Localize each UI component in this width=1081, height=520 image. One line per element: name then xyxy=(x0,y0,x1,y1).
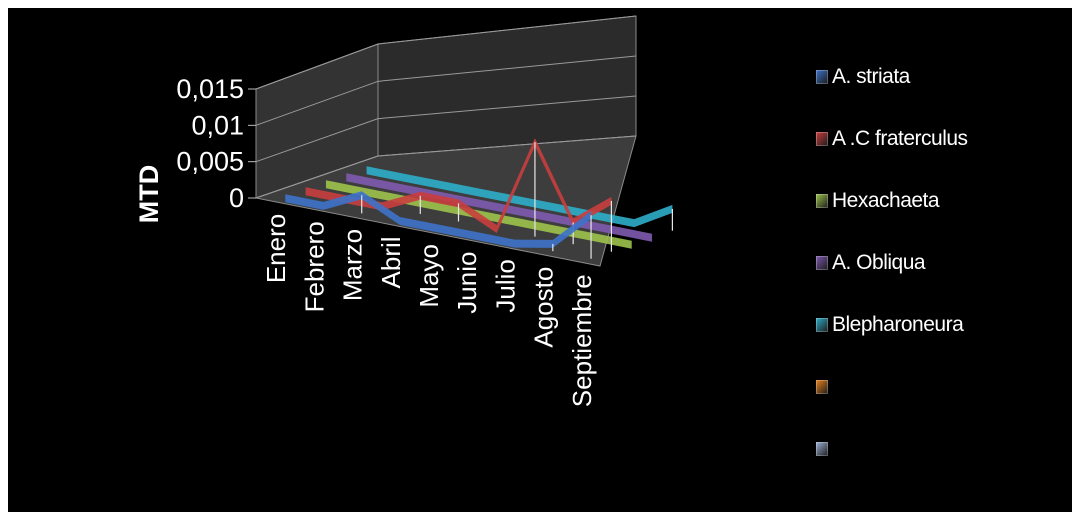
gridline xyxy=(255,95,637,163)
legend-swatch xyxy=(816,70,828,84)
legend-swatch xyxy=(816,380,828,394)
legend-item: A. Obliqua xyxy=(816,248,968,278)
legend-label: Blepharoneura xyxy=(832,313,964,336)
legend-label: Hexachaeta xyxy=(832,189,940,212)
gridline xyxy=(255,15,637,90)
legend-item: A. striata xyxy=(816,62,968,92)
legend-label: A. striata xyxy=(832,65,910,88)
chart-area: 0 0,005 0,01 0,015 MTD Enero Febrero Marzo Abril… xyxy=(8,8,1072,512)
legend-item: Blepharoneura xyxy=(816,310,968,340)
y-tick-label: 0,015 xyxy=(176,74,244,104)
y-tick-label: 0,005 xyxy=(176,147,244,177)
x-tick-label: Septiembre xyxy=(567,274,597,407)
legend: A. striata A .C fraterculus Hexachaeta A… xyxy=(816,62,968,496)
legend-swatch xyxy=(816,442,828,456)
x-tick-label: Junio xyxy=(452,252,482,314)
back-wall xyxy=(377,15,637,157)
legend-swatch xyxy=(816,194,828,208)
y-tick-label: 0,01 xyxy=(191,110,244,140)
chart-canvas: 0 0,005 0,01 0,015 MTD Enero Febrero Marzo Abril… xyxy=(134,15,673,407)
x-tick-label: Enero xyxy=(261,214,291,283)
legend-item: Hexachaeta xyxy=(816,186,968,216)
x-tick-label: Febrero xyxy=(299,221,329,312)
x-tick-label: Mayo xyxy=(414,244,444,308)
legend-item xyxy=(816,434,968,464)
x-tick-label: Julio xyxy=(490,259,520,312)
legend-item xyxy=(816,372,968,402)
legend-swatch xyxy=(816,256,828,270)
x-tick-label: Marzo xyxy=(338,229,368,301)
legend-label: A .C fraterculus xyxy=(832,127,968,150)
gridline xyxy=(255,55,637,126)
gridline xyxy=(255,135,637,199)
legend-label: A. Obliqua xyxy=(832,251,926,274)
x-tick-label: Agosto xyxy=(529,267,559,348)
y-axis-title: MTD xyxy=(134,165,164,223)
legend-swatch xyxy=(816,318,828,332)
y-tick-label: 0 xyxy=(229,183,244,213)
legend-item: A .C fraterculus xyxy=(816,124,968,154)
legend-swatch xyxy=(816,132,828,146)
x-tick-label: Abril xyxy=(376,236,406,288)
